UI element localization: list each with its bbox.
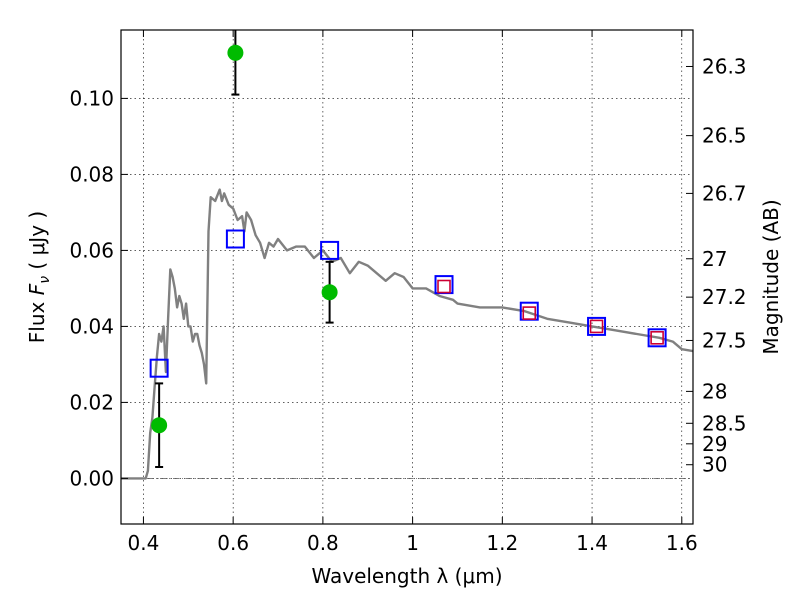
- x-tick-label: 1.2: [486, 531, 518, 555]
- observed-point: [151, 417, 168, 434]
- right-y-axis-label: Magnitude (AB): [759, 199, 783, 354]
- model-square: [320, 240, 340, 260]
- plot-frame: [120, 29, 694, 525]
- right-tick-label: 28: [702, 379, 727, 403]
- model-square-red: [589, 319, 604, 334]
- model-square: [647, 328, 667, 348]
- x-axis-label: Wavelength λ (μm): [311, 564, 502, 588]
- model-square: [149, 358, 169, 378]
- right-tick-label: 30: [702, 453, 727, 477]
- x-tick-label: 1.6: [666, 531, 698, 555]
- x-tick-label: 0.6: [217, 531, 249, 555]
- x-tick-label: 0.4: [128, 531, 160, 555]
- right-tick-label: 28.5: [702, 411, 747, 435]
- y-tick-label: 0.00: [69, 466, 114, 490]
- y-tick-label: 0.06: [69, 238, 114, 262]
- observed-point: [321, 284, 338, 301]
- model-square: [225, 229, 245, 249]
- model-square-red: [650, 330, 664, 345]
- x-axis: 0.4 0.6 0.8 1 1.2 1.4 1.6: [128, 30, 698, 555]
- y-tick-label: 0.08: [69, 162, 114, 186]
- model-square-red: [522, 306, 537, 320]
- right-tick-label: 26.5: [702, 124, 747, 148]
- right-tick-label: 27.2: [702, 285, 747, 309]
- right-tick-label: 29: [702, 432, 727, 456]
- y-tick-label: 0.04: [69, 314, 114, 338]
- plot-data: [121, 30, 693, 480]
- x-tick-label: 1: [406, 531, 419, 555]
- x-tick-label: 1.4: [576, 531, 608, 555]
- observed-point: [227, 44, 244, 61]
- y-axis-label: Flux Fν ( μJy ): [25, 211, 53, 343]
- y-tick-label: 0.02: [69, 390, 114, 414]
- right-tick-label: 26.7: [702, 181, 747, 205]
- model-square-red: [437, 279, 451, 294]
- spectrum-line: [121, 188, 693, 480]
- right-tick-label: 26.3: [702, 54, 747, 78]
- x-tick-label: 0.8: [307, 531, 339, 555]
- y-tick-label: 0.10: [69, 86, 114, 110]
- right-tick-label: 27.5: [702, 328, 747, 352]
- right-tick-label: 27: [702, 247, 727, 271]
- model-square: [587, 316, 607, 336]
- y-axis-left: 0.00 0.02 0.04 0.06 0.08 0.10: [69, 86, 128, 490]
